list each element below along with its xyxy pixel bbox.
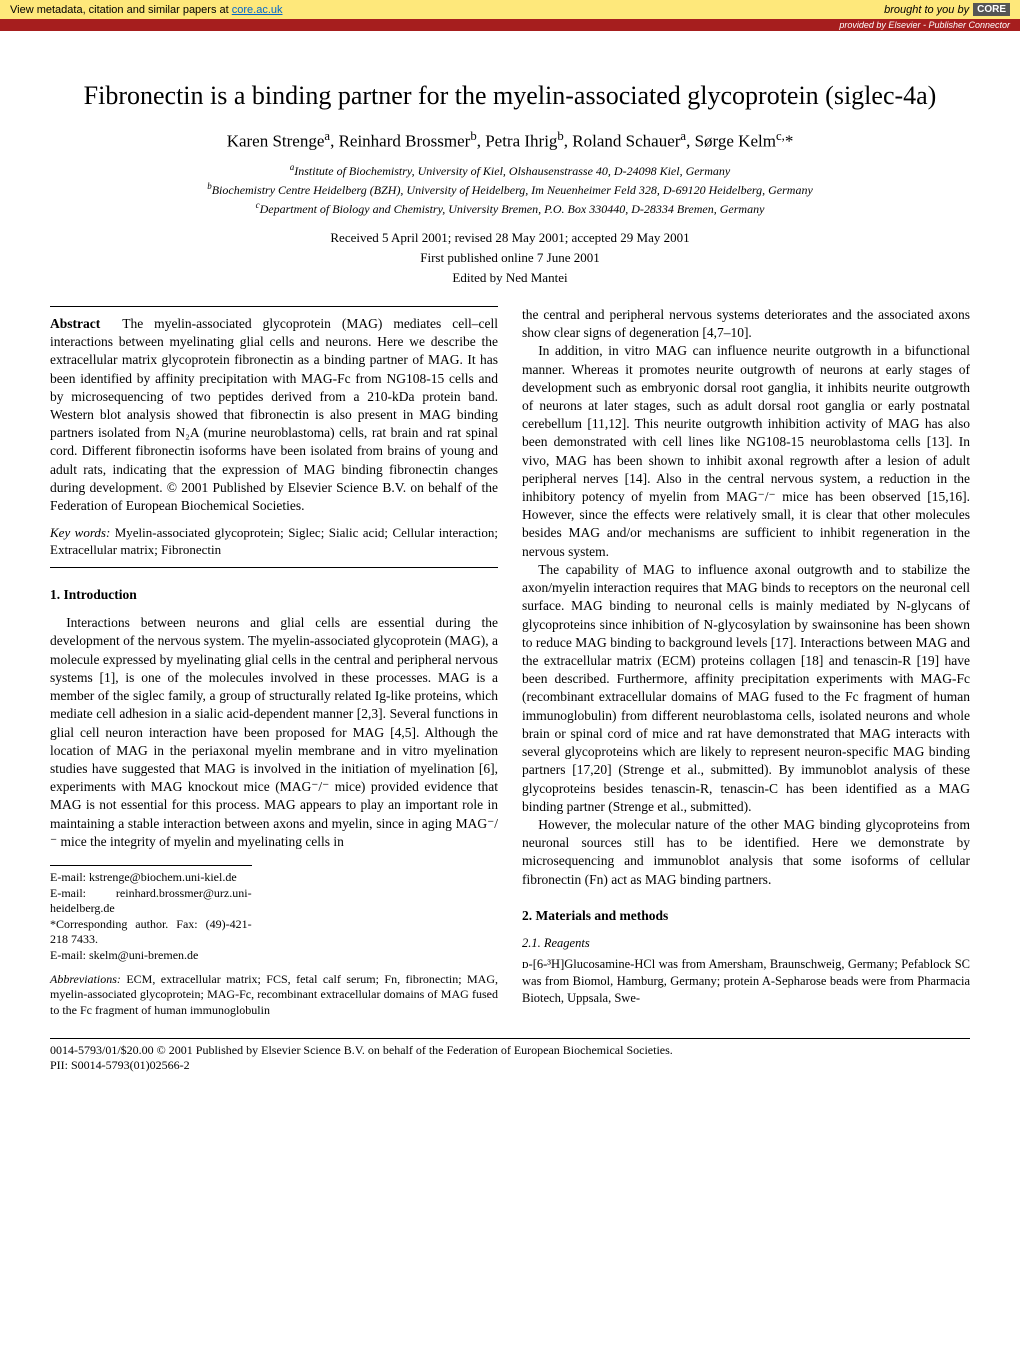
abbrev-label: Abbreviations:: [50, 972, 121, 986]
footnote-email-2: E-mail: reinhard.brossmer@urz.uni-heidel…: [50, 886, 252, 917]
authors-line: Karen Strengea, Reinhard Brossmerb, Petr…: [50, 129, 970, 152]
intro-p1: Interactions between neurons and glial c…: [50, 614, 498, 851]
core-banner: View metadata, citation and similar pape…: [0, 0, 1020, 19]
abstract-paragraph: Abstract The myelin-associated glycoprot…: [50, 315, 498, 515]
footnote-email-3: E-mail: skelm@uni-bremen.de: [50, 948, 252, 964]
affiliations: aInstitute of Biochemistry, University o…: [50, 161, 970, 217]
abstract-label: Abstract: [50, 316, 100, 331]
right-column: the central and peripheral nervous syste…: [522, 306, 970, 1019]
abstract-bottom-rule: [50, 567, 498, 568]
intro-p5: However, the molecular nature of the oth…: [522, 816, 970, 889]
affiliation-b: bBiochemistry Centre Heidelberg (BZH), U…: [50, 180, 970, 199]
intro-p2: the central and peripheral nervous syste…: [522, 306, 970, 342]
footer-pii: PII: S0014-5793(01)02566-2: [50, 1058, 970, 1073]
affiliation-c: cDepartment of Biology and Chemistry, Un…: [50, 199, 970, 218]
banner-right: brought to you by CORE: [884, 3, 1010, 16]
paper-title: Fibronectin is a binding partner for the…: [50, 79, 970, 113]
page-footer: 0014-5793/01/$20.00 © 2001 Published by …: [50, 1038, 970, 1073]
methods-heading: 2. Materials and methods: [522, 907, 970, 925]
keywords-label: Key words:: [50, 525, 110, 540]
edited-by: Edited by Ned Mantei: [50, 270, 970, 286]
footer-copyright: 0014-5793/01/$20.00 © 2001 Published by …: [50, 1043, 970, 1058]
reagents-heading: 2.1. Reagents: [522, 935, 970, 952]
abstract-text: The myelin-associated glycoprotein (MAG)…: [50, 316, 498, 513]
intro-p3: In addition, in vitro MAG can influence …: [522, 342, 970, 561]
core-link[interactable]: core.ac.uk: [232, 4, 283, 16]
first-published: First published online 7 June 2001: [50, 250, 970, 266]
two-column-body: Abstract The myelin-associated glycoprot…: [50, 306, 970, 1019]
intro-p4: The capability of MAG to influence axona…: [522, 561, 970, 816]
footnote-corresponding: *Corresponding author. Fax: (49)-421-218…: [50, 917, 252, 948]
page-content: Fibronectin is a binding partner for the…: [0, 31, 1020, 1103]
keywords-text: Myelin-associated glycoprotein; Siglec; …: [50, 525, 498, 557]
affiliation-a: aInstitute of Biochemistry, University o…: [50, 161, 970, 180]
provided-by-bar: provided by Elsevier - Publisher Connect…: [0, 19, 1020, 31]
keywords-block: Key words: Myelin-associated glycoprotei…: [50, 525, 498, 559]
abstract-top-rule: [50, 306, 498, 307]
footnote-email-1: E-mail: kstrenge@biochem.uni-kiel.de: [50, 870, 252, 886]
abbreviations-block: Abbreviations: ECM, extracellular matrix…: [50, 972, 498, 1019]
left-column: Abstract The myelin-associated glycoprot…: [50, 306, 498, 1019]
introduction-heading: 1. Introduction: [50, 586, 498, 604]
footnotes-block: E-mail: kstrenge@biochem.uni-kiel.de E-m…: [50, 865, 252, 964]
received-dates: Received 5 April 2001; revised 28 May 20…: [50, 230, 970, 246]
brought-by-text: brought to you by: [884, 4, 969, 16]
reagents-text: ᴅ-[6-³H]Glucosamine-HCl was from Amersha…: [522, 956, 970, 1007]
banner-left-text: View metadata, citation and similar pape…: [10, 4, 232, 16]
banner-left: View metadata, citation and similar pape…: [10, 4, 283, 16]
core-logo-box: CORE: [973, 3, 1010, 16]
